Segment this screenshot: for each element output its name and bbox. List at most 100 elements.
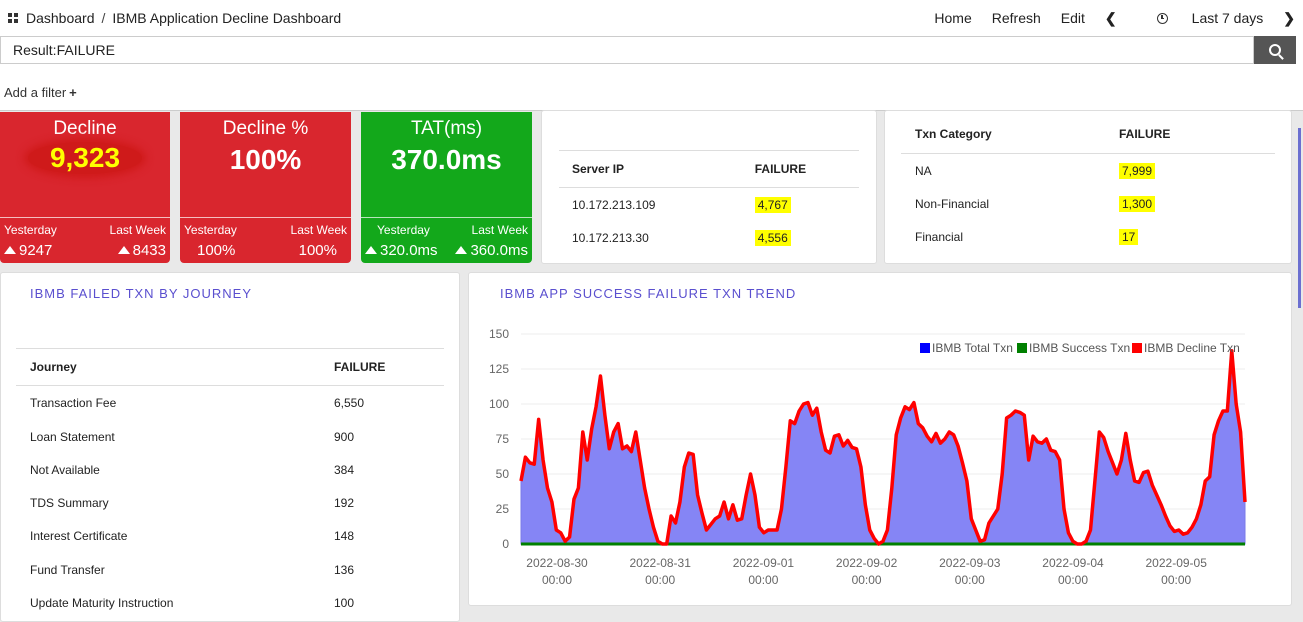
table-row[interactable]: Fund Transfer 136: [16, 553, 444, 587]
chevron-right-icon[interactable]: ❯: [1283, 9, 1295, 26]
server-ip-cell[interactable]: 10.172.213.30: [572, 230, 649, 245]
refresh-button[interactable]: Refresh: [991, 10, 1041, 26]
metric-title: Decline %: [222, 118, 309, 139]
metric-footer: Yesterday Last Week 9247 8433: [0, 217, 170, 263]
table-row[interactable]: Not Available 384: [16, 454, 444, 487]
table-row[interactable]: Loan Statement 900: [16, 421, 444, 454]
journey-cell[interactable]: TDS Summary: [30, 496, 109, 510]
table-row[interactable]: Non-Financial 1,300: [901, 188, 1275, 220]
table-row[interactable]: 10.172.213.109 4,767: [559, 188, 859, 222]
panel-title: IBMB FAILED TXN BY JOURNEY: [30, 286, 253, 301]
failure-cell: 4,556: [754, 222, 859, 254]
yesterday-label: Yesterday: [184, 223, 237, 237]
txn-category-table: Txn Category FAILURE NA 7,999 Non-Financ…: [901, 116, 1275, 253]
table-row[interactable]: NA 7,999: [901, 153, 1275, 188]
journey-cell[interactable]: Update Maturity Instruction: [30, 596, 174, 610]
yesterday-value: 100%: [197, 242, 236, 259]
apps-grid-icon[interactable]: [8, 13, 18, 23]
table-row[interactable]: Transaction Fee 6,550: [16, 386, 444, 421]
journey-cell[interactable]: Transaction Fee: [30, 396, 117, 411]
add-filter-button[interactable]: Add a filter +: [4, 85, 77, 100]
server-ip-cell[interactable]: 10.172.213.109: [572, 197, 656, 212]
x-tick-date: 2022-09-01: [733, 556, 795, 570]
breadcrumb-dashboard-link[interactable]: Dashboard: [26, 10, 95, 26]
failure-cell: 17: [1119, 220, 1275, 253]
table-row[interactable]: TDS Summary 192: [16, 487, 444, 520]
x-tick-date: 2022-08-30: [526, 556, 588, 570]
legend-label: IBMB Success Txn: [1029, 341, 1130, 355]
column-header-server-ip[interactable]: Server IP: [572, 162, 625, 176]
table-row[interactable]: 10.172.213.30 4,556: [559, 222, 859, 254]
x-tick-date: 2022-09-02: [836, 556, 898, 570]
lastweek-value: 100%: [298, 242, 337, 259]
search-button[interactable]: [1254, 36, 1296, 64]
plus-icon: +: [69, 85, 77, 100]
series-line-decline: [519, 349, 1247, 546]
tat-metric-card: TAT(ms) 370.0ms Yesterday Last Week 320.…: [361, 112, 532, 263]
table-header-row: Txn Category FAILURE: [901, 116, 1275, 153]
x-tick-time: 00:00: [748, 573, 778, 587]
chevron-left-icon[interactable]: ❮: [1104, 9, 1117, 26]
time-picker[interactable]: Last 7 days: [1137, 10, 1263, 26]
legend-label: IBMB Total Txn: [932, 341, 1013, 355]
yesterday-number: 9247: [19, 242, 53, 259]
y-tick-label: 75: [496, 432, 510, 446]
x-tick-date: 2022-09-04: [1042, 556, 1104, 570]
breadcrumb: Dashboard / IBMB Application Decline Das…: [0, 10, 341, 26]
failure-cell: 1,300: [1119, 188, 1275, 220]
category-cell[interactable]: Financial: [915, 229, 964, 244]
lastweek-label: Last Week: [290, 223, 347, 237]
metric-value: 9,323: [0, 142, 170, 174]
legend-label: IBMB Decline Txn: [1144, 341, 1240, 355]
yesterday-number: 320.0ms: [380, 242, 438, 259]
table-row[interactable]: Update Maturity Instruction 100: [16, 587, 444, 620]
journey-cell[interactable]: Interest Certificate: [30, 529, 128, 543]
x-tick-time: 00:00: [645, 573, 675, 587]
column-header-failure[interactable]: FAILURE: [334, 360, 386, 374]
x-tick-time: 00:00: [542, 573, 572, 587]
y-tick-label: 100: [489, 397, 509, 411]
server-ip-panel: Server IP FAILURE 10.172.213.109 4,767 1…: [541, 110, 877, 264]
query-bar: Result:FAILURE: [0, 36, 1303, 64]
journey-cell[interactable]: Loan Statement: [30, 430, 115, 444]
x-tick-time: 00:00: [1161, 573, 1191, 587]
failure-value: 7,999: [1119, 162, 1156, 179]
y-tick-label: 125: [489, 362, 509, 376]
lastweek-label: Last Week: [109, 223, 166, 237]
journey-panel: IBMB FAILED TXN BY JOURNEY Journey FAILU…: [0, 272, 460, 622]
failure-cell: 4,767: [754, 188, 859, 222]
failure-cell: 900: [334, 430, 355, 444]
column-header-journey[interactable]: Journey: [30, 360, 77, 374]
metric-footer: Yesterday Last Week 100% 100%: [180, 217, 351, 263]
table-row[interactable]: Interest Certificate 148: [16, 520, 444, 553]
metric-value-highlight: 9,323: [27, 142, 143, 174]
edit-button[interactable]: Edit: [1060, 10, 1085, 26]
search-input[interactable]: Result:FAILURE: [0, 36, 1254, 64]
metric-title: TAT(ms): [410, 118, 483, 139]
x-tick-date: 2022-08-31: [630, 556, 692, 570]
y-tick-label: 0: [502, 537, 509, 551]
failure-value: 4,767: [754, 196, 791, 213]
scrollbar[interactable]: [1298, 128, 1301, 308]
filter-bar: Add a filter +: [0, 64, 1303, 111]
failure-cell: 384: [334, 463, 355, 477]
panel-title: IBMB APP SUCCESS FAILURE TXN TREND: [500, 286, 797, 301]
column-header-txn-category[interactable]: Txn Category: [915, 127, 992, 142]
add-filter-label: Add a filter: [4, 85, 67, 100]
category-cell[interactable]: Non-Financial: [915, 197, 990, 211]
failure-cell: 7,999: [1119, 153, 1275, 188]
failure-value: 17: [1119, 228, 1139, 245]
category-cell[interactable]: NA: [915, 163, 932, 178]
x-tick-time: 00:00: [852, 573, 882, 587]
journey-cell[interactable]: Fund Transfer: [30, 562, 105, 577]
home-button[interactable]: Home: [934, 10, 972, 26]
journey-cell[interactable]: Not Available: [30, 463, 100, 477]
y-tick-label: 150: [489, 327, 509, 341]
column-header-failure[interactable]: FAILURE: [1119, 127, 1171, 142]
trend-panel: IBMB APP SUCCESS FAILURE TXN TREND 0 25 50…: [468, 272, 1292, 606]
column-header-failure[interactable]: FAILURE: [754, 162, 807, 176]
table-row[interactable]: Financial 17: [901, 220, 1275, 253]
failure-value: 1,300: [1119, 196, 1156, 212]
failure-cell: 136: [334, 562, 355, 577]
toolbar-actions: Home Refresh Edit ❮ Last 7 days ❯: [914, 10, 1303, 27]
